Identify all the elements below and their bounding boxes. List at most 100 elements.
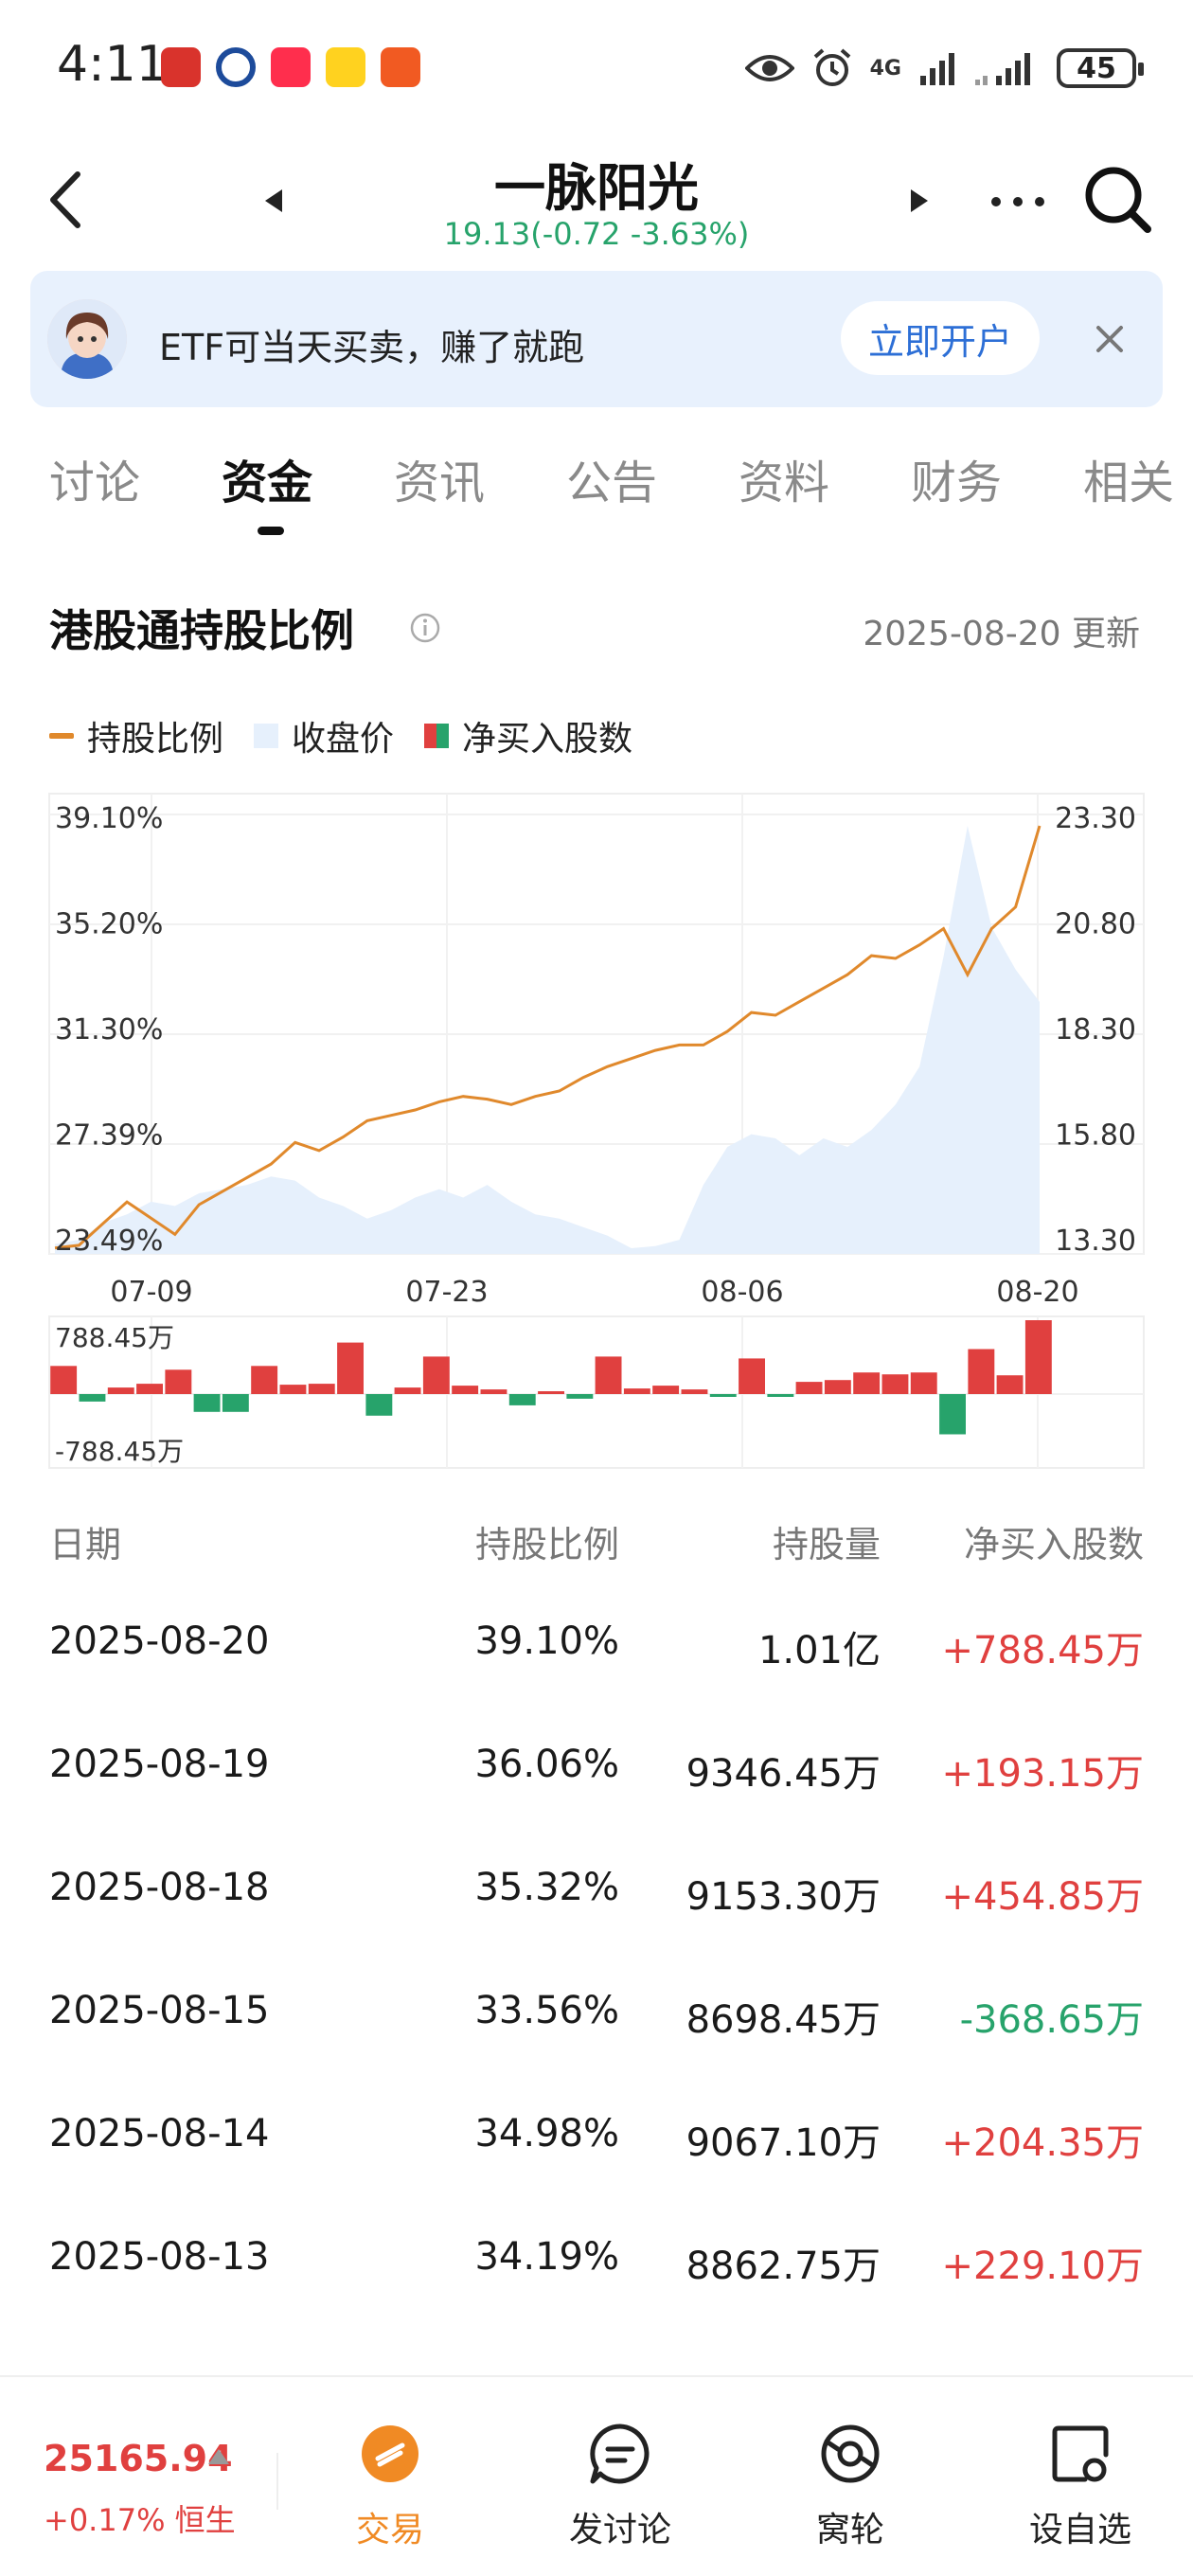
red-note-app-icon: [271, 47, 311, 87]
right-axis-tick: 13.30: [1055, 1225, 1136, 1258]
net-buy-bar: [767, 1394, 794, 1397]
table-row[interactable]: 2025-08-13 34.19% 8862.75万 +229.10万: [0, 2235, 1193, 2311]
search-icon[interactable]: [1079, 161, 1155, 237]
net-buy-bar: [79, 1394, 106, 1402]
nav-watchlist[interactable]: 设自选: [1000, 2411, 1161, 2553]
right-axis-tick: 18.30: [1055, 1013, 1136, 1046]
close-icon[interactable]: [1091, 320, 1129, 358]
net-buy-bar: [623, 1388, 650, 1394]
left-axis-tick: 35.20%: [55, 908, 163, 941]
net-buy-bar: [222, 1394, 249, 1412]
divider: [276, 2453, 278, 2510]
legend-net-buy[interactable]: 净买入股数: [424, 711, 632, 760]
promo-banner[interactable]: ETF可当天买卖，赚了就跑 立即开户: [30, 271, 1163, 407]
row-date: 2025-08-20: [49, 1619, 270, 1663]
back-arrow-icon[interactable]: [38, 167, 95, 233]
banner-text: ETF可当天买卖，赚了就跑: [159, 327, 585, 368]
net-buy-bar: [107, 1387, 134, 1394]
nav-warrants[interactable]: 窝轮: [770, 2411, 931, 2553]
header-date: 日期: [49, 1524, 122, 1565]
net-buy-bar: [853, 1372, 881, 1394]
net-buy-bar: [50, 1366, 78, 1394]
table-header: 日期 持股比例 持股量 净买入股数: [0, 1515, 1193, 1582]
section-tabs: 讨论 资金 资讯 公告 资料 财务 相关: [0, 436, 1193, 540]
holding-ratio-chart[interactable]: 39.10% 35.20% 31.30% 27.39% 23.49% 23.30 20.80…: [0, 777, 1193, 1477]
tab-financials[interactable]: 财务: [911, 456, 1003, 510]
net-buy-bar: [394, 1387, 421, 1394]
status-indicators: 4G 45: [744, 44, 1144, 93]
price-area: [55, 826, 1040, 1254]
table-row[interactable]: 2025-08-18 35.32% 9153.30万 +454.85万: [0, 1866, 1193, 1941]
trade-icon: [362, 2425, 418, 2482]
x-axis-tick: 08-20: [996, 1276, 1078, 1309]
net-buy-bar: [566, 1394, 594, 1399]
net-buy-bar: [968, 1349, 995, 1394]
row-net-buy: +204.35万: [941, 2121, 1144, 2165]
bar-plot-frame: [48, 1315, 1145, 1469]
nav-post[interactable]: 发讨论: [540, 2411, 701, 2553]
net-buy-bar: [538, 1391, 564, 1394]
row-net-buy: +788.45万: [941, 1629, 1144, 1673]
index-value: 25165.94: [44, 2438, 233, 2479]
signal-icon: [920, 53, 954, 85]
more-icon[interactable]: [985, 178, 1051, 225]
nav-trade-label: 交易: [355, 2511, 424, 2549]
tab-related[interactable]: 相关: [1083, 456, 1175, 510]
row-ratio: 36.06%: [474, 1743, 619, 1786]
net-buy-bar: [251, 1366, 278, 1394]
legend-ratio[interactable]: 持股比例: [49, 711, 223, 760]
seven-app-icon: [326, 47, 365, 87]
chart-legend: 持股比例 收盘价 净买入股数: [49, 712, 663, 760]
active-tab-indicator: [258, 527, 284, 535]
legend-price[interactable]: 收盘价: [254, 711, 394, 760]
table-row[interactable]: 2025-08-14 34.98% 9067.10万 +204.35万: [0, 2112, 1193, 2188]
net-buy-bar: [681, 1389, 708, 1394]
net-buy-bar: [910, 1372, 937, 1394]
net-buy-bar: [824, 1380, 851, 1394]
net-buy-bar: [739, 1358, 765, 1394]
nav-trade[interactable]: 交易: [310, 2411, 471, 2553]
legend-net-label: 净买入股数: [462, 720, 633, 759]
net-buy-bar: [308, 1384, 335, 1394]
open-account-button[interactable]: 立即开户: [841, 301, 1040, 375]
net-buy-bar: [881, 1374, 909, 1394]
price-area-swatch: [254, 724, 279, 748]
header-ratio: 持股比例: [474, 1524, 619, 1565]
row-shares: 9346.45万: [686, 1752, 881, 1796]
tab-capital[interactable]: 资金: [222, 456, 313, 510]
row-date: 2025-08-15: [49, 1989, 270, 2032]
x-axis-tick: 08-06: [701, 1276, 783, 1309]
bar-axis-max: 788.45万: [55, 1322, 174, 1353]
net-buy-bar: [709, 1394, 737, 1397]
x-axis-tick: 07-23: [405, 1276, 488, 1309]
stock-price-change: 19.13(-0.72 -3.63%): [443, 216, 750, 252]
legend-price-label: 收盘价: [292, 720, 395, 759]
row-net-buy: +229.10万: [941, 2245, 1144, 2288]
table-row[interactable]: 2025-08-20 39.10% 1.01亿 +788.45万: [0, 1619, 1193, 1695]
net-buy-bar-swatch: [424, 724, 450, 748]
next-stock-icon[interactable]: [899, 182, 937, 220]
table-row[interactable]: 2025-08-15 33.56% 8698.45万 -368.65万: [0, 1989, 1193, 2065]
section-title: 港股通持股比例: [49, 605, 354, 656]
watchlist-settings-icon: [1052, 2425, 1109, 2482]
row-net-buy: -368.65万: [959, 1998, 1144, 2042]
tab-profile[interactable]: 资料: [739, 456, 830, 510]
net-buy-bar: [365, 1394, 393, 1416]
previous-stock-icon[interactable]: [256, 182, 294, 220]
row-ratio: 39.10%: [474, 1619, 619, 1663]
row-net-buy: +454.85万: [941, 1875, 1144, 1919]
row-ratio: 35.32%: [474, 1866, 619, 1909]
right-axis-tick: 15.80: [1055, 1119, 1136, 1153]
tab-announcements[interactable]: 公告: [566, 456, 658, 510]
tab-discussion[interactable]: 讨论: [49, 456, 141, 510]
alarm-icon: [813, 48, 850, 86]
network-type: 4G: [869, 56, 901, 80]
net-buy-bar: [795, 1382, 823, 1394]
update-date: 2025-08-20 更新: [863, 615, 1140, 653]
row-ratio: 33.56%: [474, 1989, 619, 2032]
info-icon[interactable]: [409, 612, 441, 644]
net-buy-bar: [165, 1369, 192, 1394]
table-row[interactable]: 2025-08-19 36.06% 9346.45万 +193.15万: [0, 1743, 1193, 1818]
tab-news[interactable]: 资讯: [394, 456, 486, 510]
index-up-arrow-icon: [208, 2449, 229, 2464]
